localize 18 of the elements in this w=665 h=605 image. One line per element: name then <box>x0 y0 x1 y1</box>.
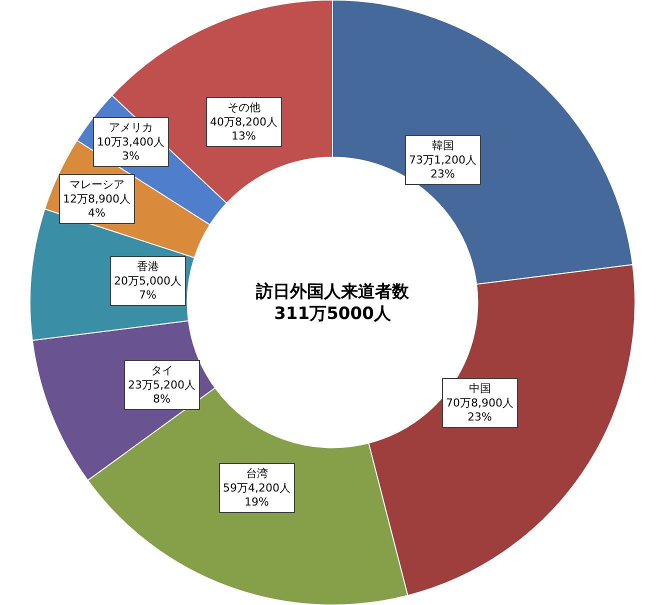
slice-label: 韓国 <box>432 139 454 152</box>
data-label: 59万4,200人 19% <box>223 481 290 509</box>
text: 311万5000人 <box>274 304 392 324</box>
slice-label: タイ <box>150 364 173 377</box>
data-label: 70万8,900人 23% <box>446 396 514 424</box>
slice-label: アメリカ <box>108 121 153 134</box>
data-label: 12万8,900人 4% <box>63 192 130 220</box>
data-label: 20万5,000人 7% <box>114 274 182 302</box>
data-label: 10万3,400人 3% <box>97 135 164 163</box>
data-label: 40万8,200人 13% <box>210 115 278 143</box>
slice-label: その他 <box>227 101 260 114</box>
text: 訪日外国人来道者数 <box>255 282 410 302</box>
slice-label: 中国 <box>468 382 491 395</box>
data-label: 73万1,200人 23% <box>409 153 476 181</box>
slice-label: 台湾 <box>246 467 268 480</box>
data-label: 23万5,200人 8% <box>128 378 196 406</box>
slice-label: 香港 <box>136 260 159 273</box>
slice-label: マレーシア <box>69 178 124 191</box>
